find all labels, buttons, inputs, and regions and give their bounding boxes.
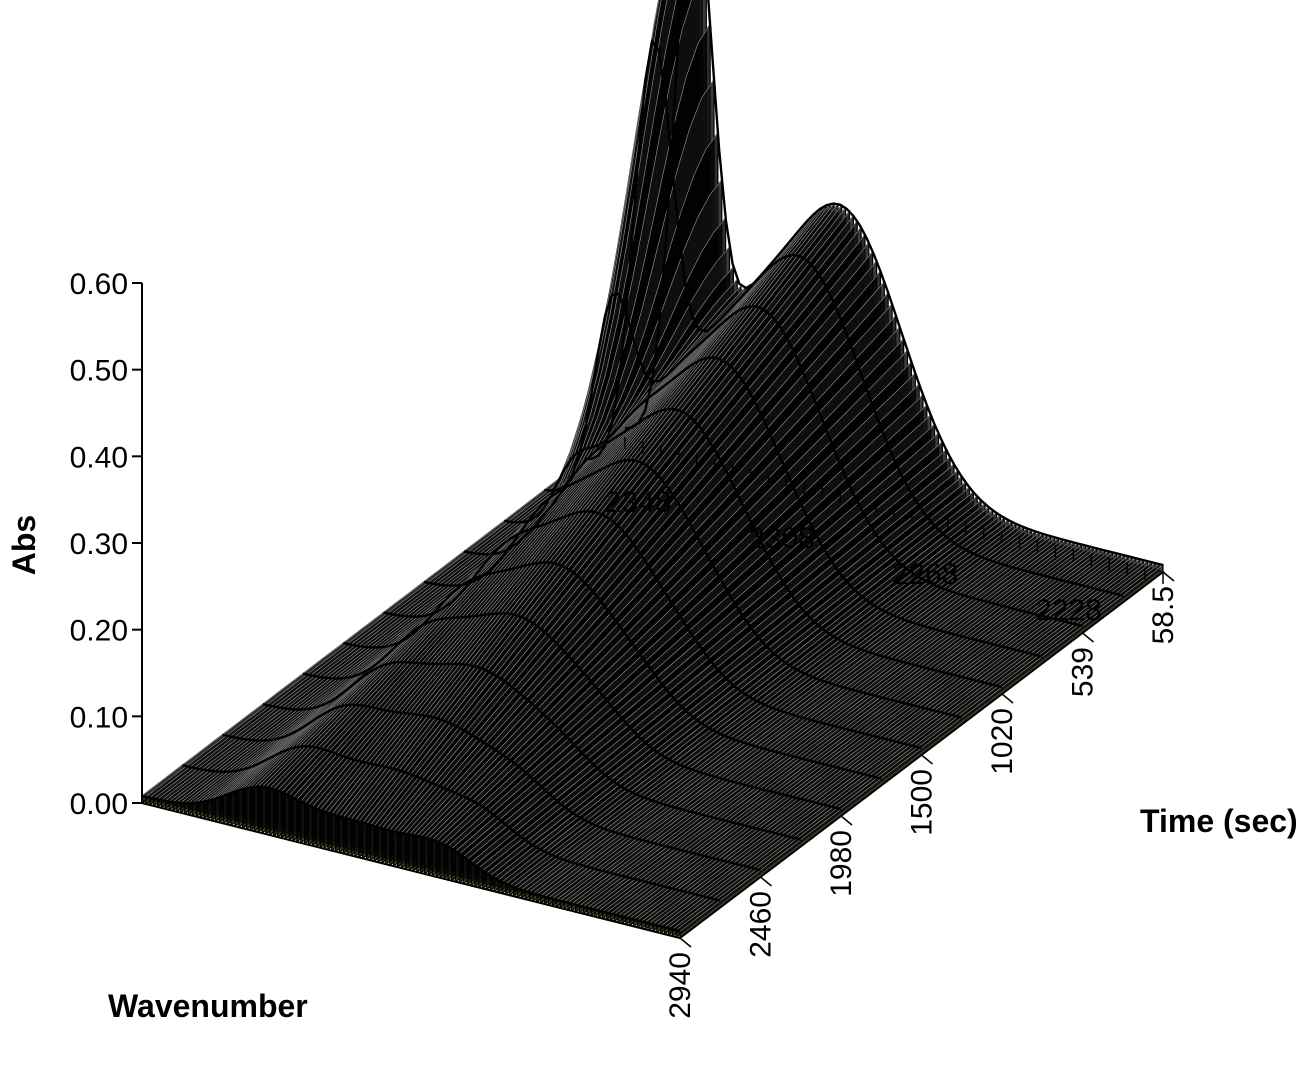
surface-grid-line (463, 407, 1003, 689)
time-tick-mark (1082, 632, 1094, 643)
z-ticks: 0.00 0.10 0.20 0.30 0.40 0.50 0.60 (70, 268, 142, 821)
surface-grid-line (262, 660, 802, 841)
time-tick-label: 539 (1067, 647, 1100, 697)
z-tick-label: 0.00 (70, 788, 128, 821)
z-tick-label: 0.60 (70, 268, 128, 301)
time-tick-mark (840, 815, 853, 826)
time-tick-label: 58.5 (1147, 586, 1180, 644)
time-tick-mark (1162, 571, 1175, 582)
time-tick-label: 1020 (986, 708, 1019, 775)
time-tick-label: 1500 (906, 769, 939, 836)
time-tick-mark (760, 876, 772, 887)
x-axis-title: Wavenumber (108, 988, 308, 1024)
time-axis-title: Time (sec) (1140, 803, 1298, 839)
x-tick-label: 2308 (748, 522, 815, 555)
surface-grid-line (423, 458, 963, 719)
z-tick-label: 0.20 (70, 615, 128, 648)
time-ticks: 58.5 539 1020 1500 1980 2460 2940 (664, 571, 1180, 1019)
time-tick-mark (921, 754, 933, 765)
surface-grid-line (141, 785, 681, 933)
z-tick-label: 0.40 (70, 441, 128, 474)
surface-grid-line (544, 292, 1083, 628)
surface-mesh (141, 0, 1164, 940)
z-tick-label: 0.50 (70, 355, 128, 388)
surface-grid-line (504, 356, 1043, 658)
time-tick-label: 1980 (825, 830, 858, 897)
z-axis-title: Abs (6, 515, 42, 575)
x-tick-label: 2348 (605, 486, 672, 519)
x-ticks: 2348 2308 2268 2228 (605, 437, 1164, 627)
time-axis: 58.5 539 1020 1500 1980 2460 2940 (664, 571, 1180, 1019)
time-tick-label: 2940 (664, 952, 697, 1019)
z-tick-label: 0.10 (70, 701, 128, 734)
surface-grid-line (584, 39, 1124, 597)
x-axis: 2348 2308 2268 2228 (141, 437, 1164, 939)
surface-grid-line (343, 561, 882, 780)
time-tick-label: 2460 (745, 891, 778, 958)
x-tick-label: 2228 (1035, 594, 1102, 627)
z-axis: 0.00 0.10 0.20 0.30 0.40 0.50 0.60 (70, 268, 143, 821)
surface-grid-line (222, 703, 761, 872)
time-tick-mark (1001, 693, 1014, 704)
z-tick-label: 0.30 (70, 528, 128, 561)
x-axis-line (141, 802, 681, 939)
surface-grid-line (624, 0, 1164, 567)
time-tick-mark (679, 937, 692, 948)
surface-grid-line (182, 745, 721, 902)
x-tick-label: 2268 (892, 558, 959, 591)
surface-grid-line (302, 612, 842, 811)
